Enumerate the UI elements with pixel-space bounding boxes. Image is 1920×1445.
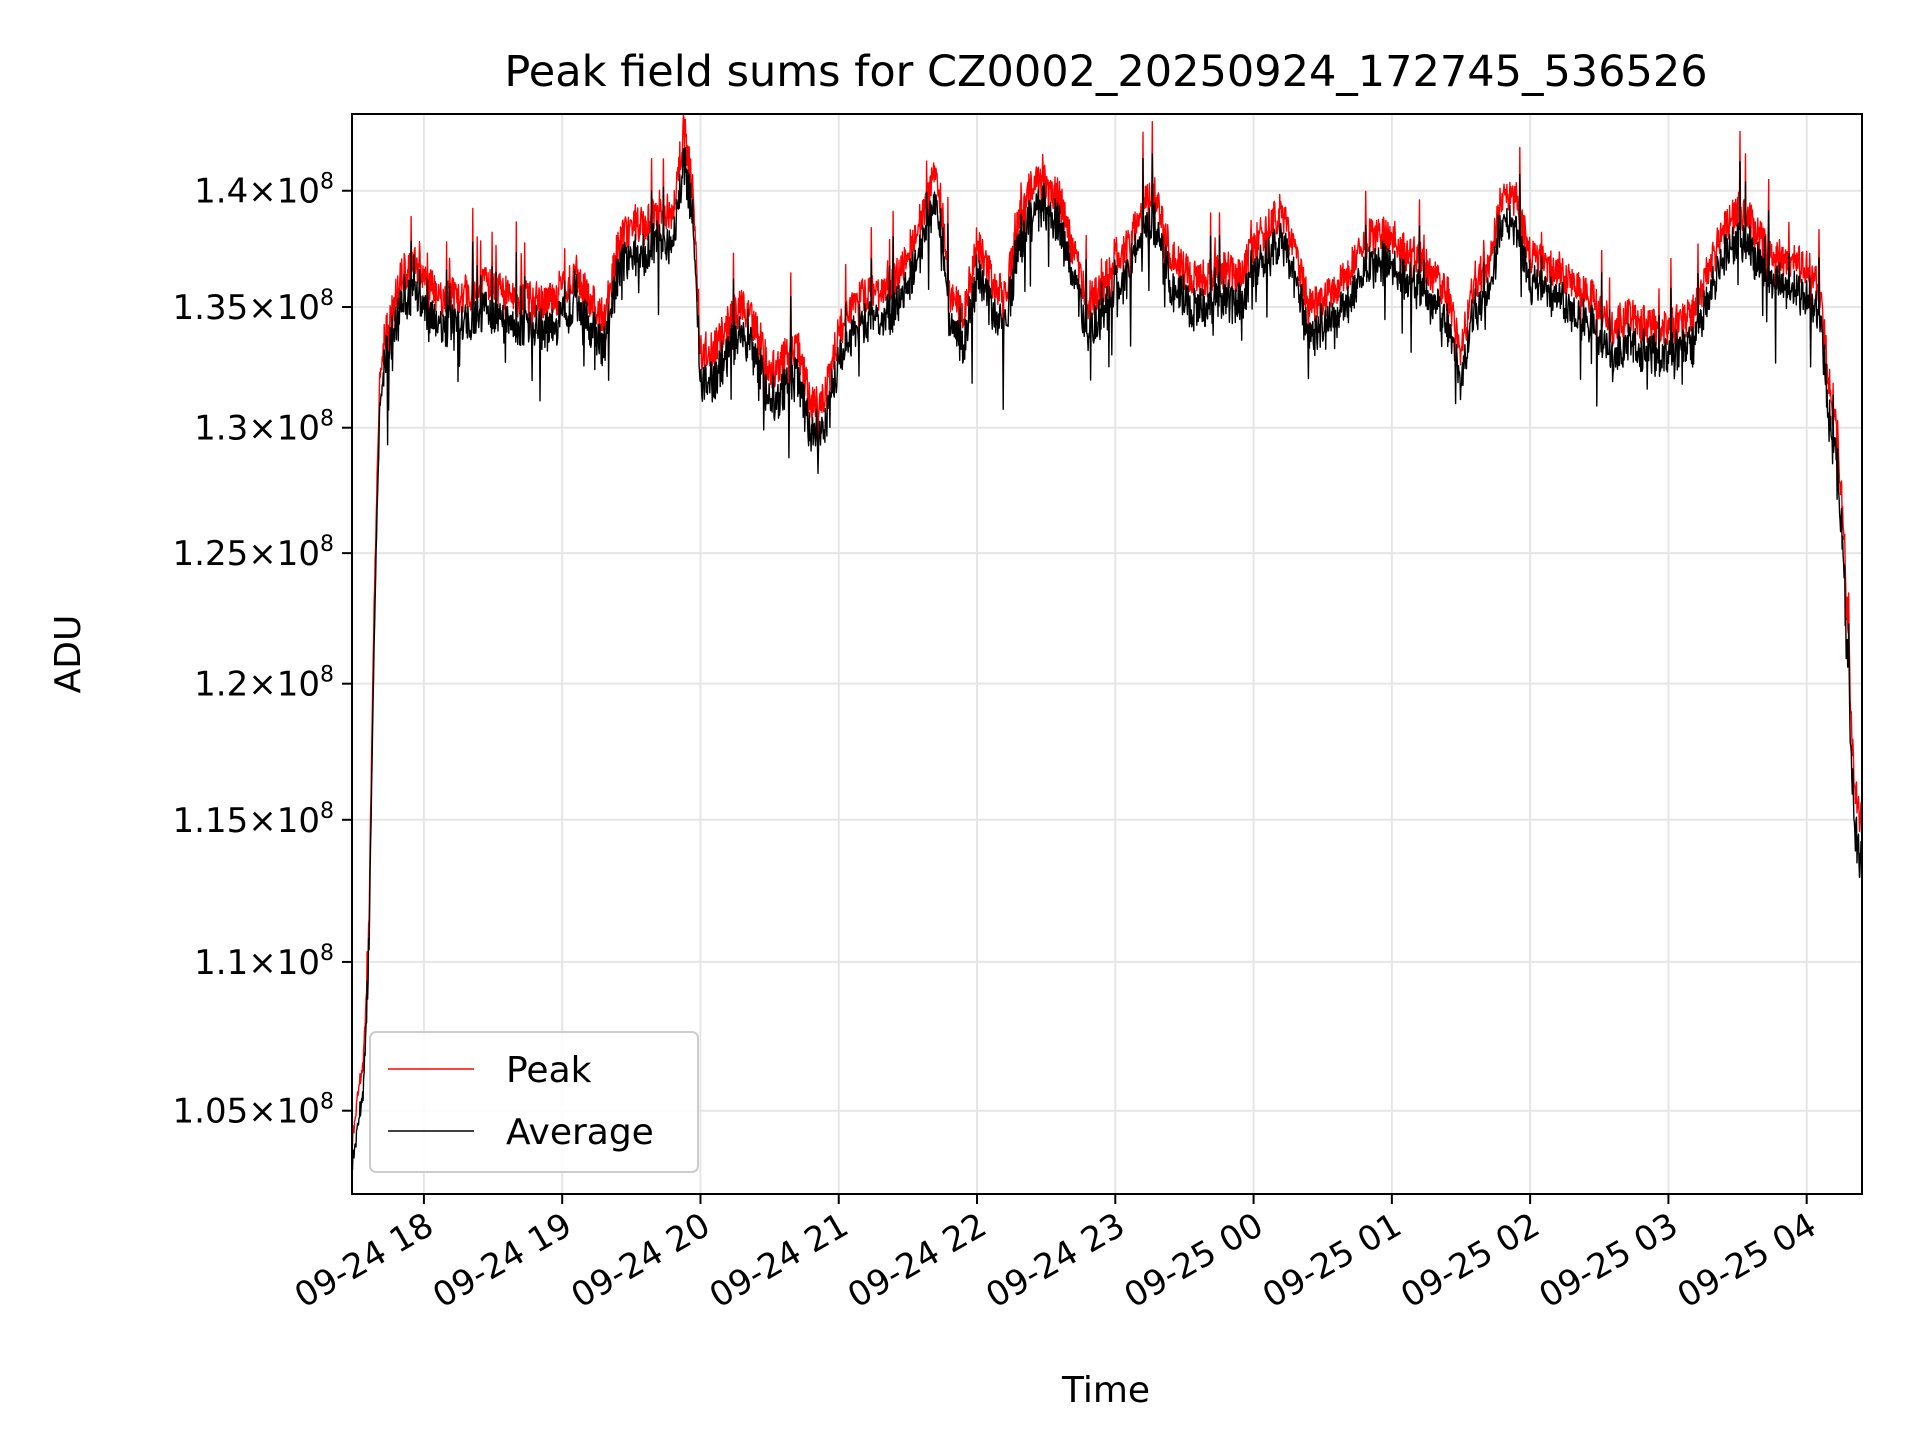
- y-tick-exponent: 8: [320, 1090, 334, 1115]
- y-tick-exponent: 8: [320, 286, 334, 311]
- legend: Peak Average: [369, 1031, 699, 1173]
- y-tick-label: 1.15×108: [173, 799, 334, 841]
- legend-label-peak: Peak: [506, 1050, 592, 1091]
- x-axis-label: Time: [1061, 1370, 1150, 1411]
- y-tick-exponent: 8: [320, 799, 334, 824]
- y-tick-exponent: 8: [320, 170, 334, 195]
- legend-label-average: Average: [506, 1112, 654, 1153]
- axes-frame: [351, 113, 1863, 1195]
- y-axis-ticks: 1.05×1081.1×1081.15×1081.2×1081.25×1081.…: [173, 170, 352, 1132]
- legend-box: [369, 1031, 699, 1173]
- y-tick-mantissa: 1.35: [173, 288, 249, 328]
- y-tick-mantissa: 1.2: [194, 665, 248, 705]
- y-tick-label: 1.1×108: [194, 941, 334, 983]
- y-tick-label: 1.3×108: [194, 407, 334, 449]
- grid: [352, 114, 1862, 1194]
- y-tick-mantissa: 1.25: [173, 534, 249, 574]
- y-tick-exponent: 8: [320, 663, 334, 688]
- y-tick-label: 1.2×108: [194, 663, 334, 705]
- series-layer: [352, 114, 1862, 1171]
- y-tick-label: 1.05×108: [173, 1090, 334, 1132]
- y-tick-mantissa: 1.05: [173, 1092, 249, 1132]
- y-tick-mantissa: 1.3: [194, 409, 248, 449]
- y-tick-exponent: 8: [320, 407, 334, 432]
- y-tick-label: 1.4×108: [194, 170, 334, 212]
- y-tick-mantissa: 1.4: [194, 172, 248, 212]
- y-tick-label: 1.25×108: [173, 532, 334, 574]
- y-tick-mantissa: 1.15: [173, 801, 249, 841]
- series-line-average: [352, 147, 1862, 1171]
- chart-title: Peak field sums for CZ0002_20250924_1727…: [504, 47, 1707, 97]
- y-tick-mantissa: 1.1: [194, 943, 248, 983]
- y-tick-exponent: 8: [320, 532, 334, 557]
- y-tick-label: 1.35×108: [173, 286, 334, 328]
- y-tick-exponent: 8: [320, 941, 334, 966]
- y-axis-label: ADU: [48, 615, 89, 694]
